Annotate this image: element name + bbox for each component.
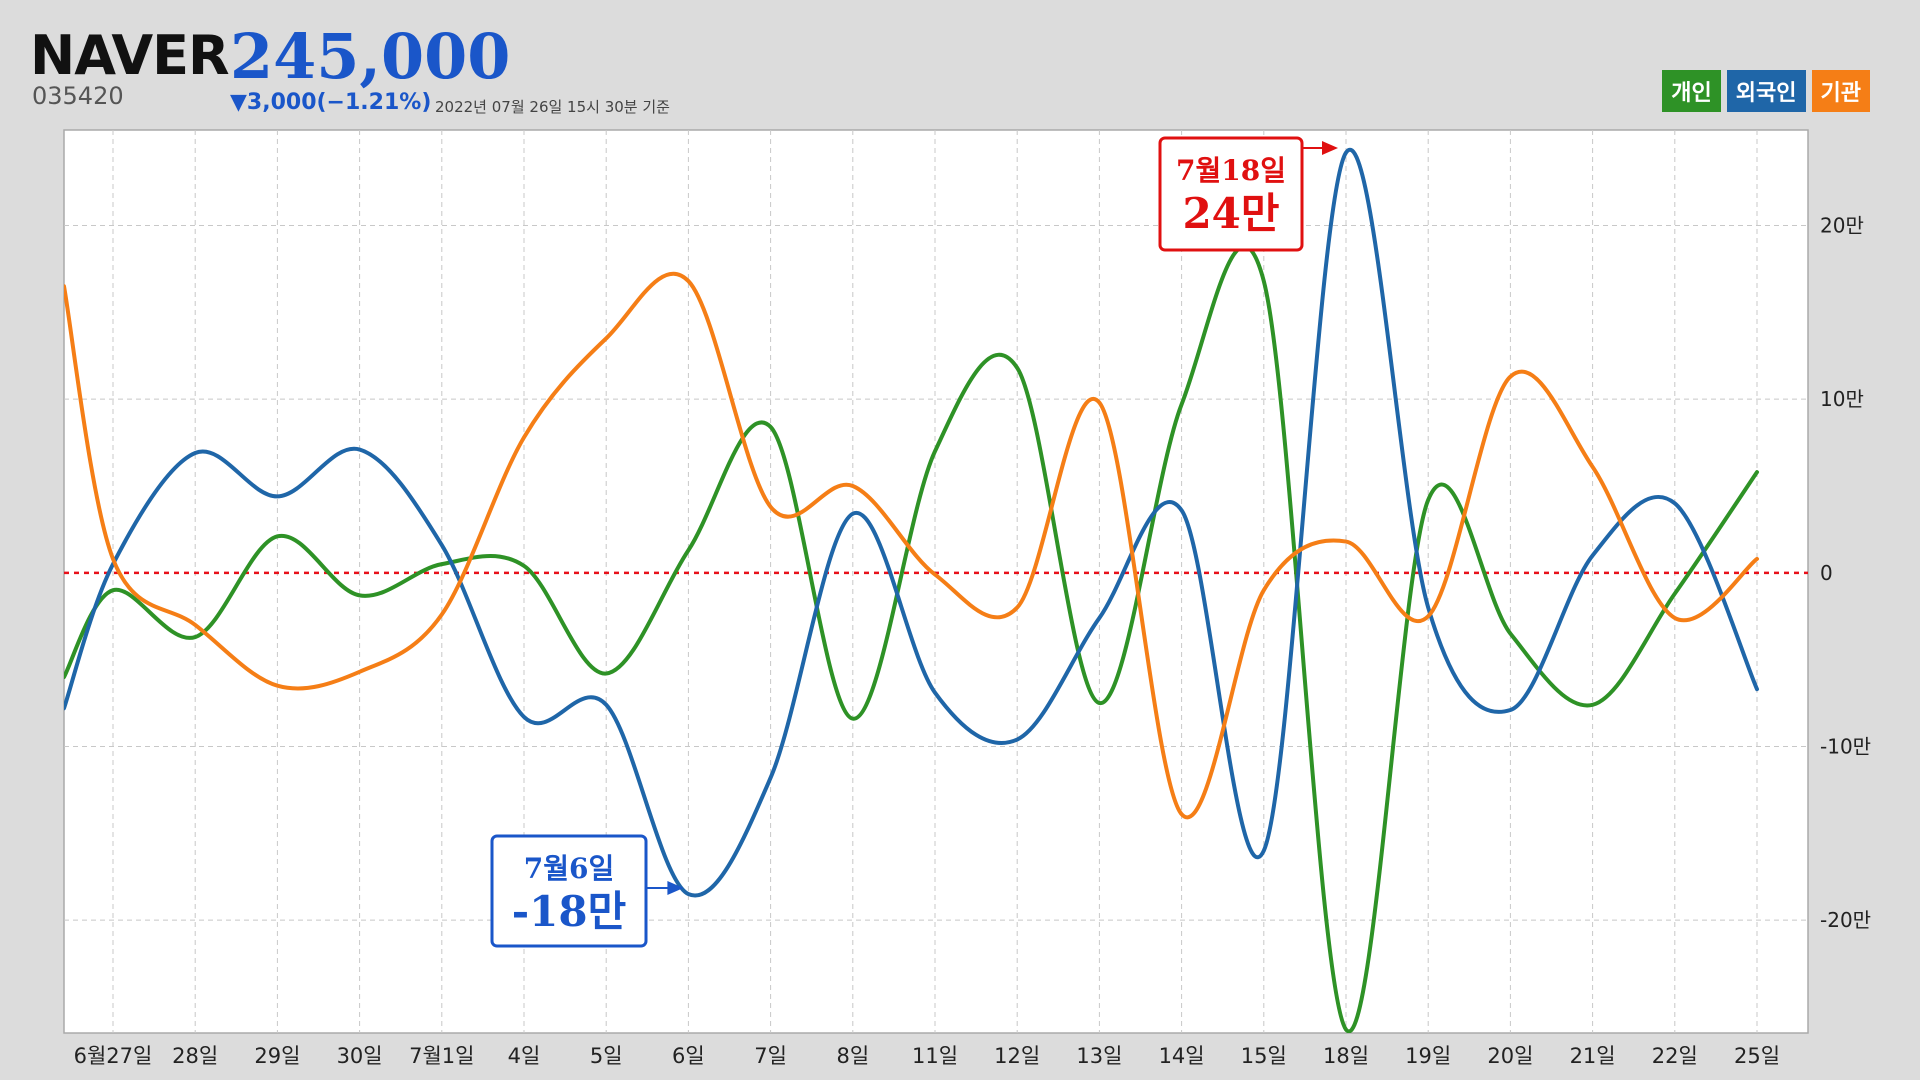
stock-name: NAVER — [30, 24, 230, 87]
x-tick-label: 18일 — [1323, 1044, 1369, 1068]
x-tick-label: 12일 — [994, 1044, 1040, 1068]
x-tick-label: 6월27일 — [74, 1044, 153, 1068]
callout-date-0: 7월18일 — [1176, 154, 1286, 187]
x-tick-label: 21일 — [1570, 1044, 1616, 1068]
y-tick-label: 0 — [1820, 561, 1833, 585]
y-tick-label: 10만 — [1820, 387, 1864, 411]
x-tick-label: 6일 — [672, 1044, 705, 1068]
stock-header: NAVER 245,000 035420 ▼3,000(−1.21%) 2022… — [30, 20, 1890, 122]
callout-arrow-head-1 — [667, 881, 684, 895]
series-line-institution — [64, 271, 1759, 820]
callout-box-0 — [1158, 136, 1304, 252]
callout-value-1: -18만 — [512, 887, 627, 936]
stock-price: 245,000 — [230, 20, 511, 93]
x-tick-label: 28일 — [172, 1044, 218, 1068]
y-tick-label: 20만 — [1820, 214, 1864, 238]
callout-value-0: 24만 — [1182, 189, 1279, 238]
series-line-individual — [64, 244, 1759, 1033]
x-tick-label: 13일 — [1076, 1044, 1122, 1068]
x-tick-label: 22일 — [1652, 1044, 1698, 1068]
price-change: ▼3,000(−1.21%) — [230, 90, 432, 115]
x-tick-label: 5일 — [590, 1044, 623, 1068]
x-tick-label: 7월1일 — [409, 1044, 474, 1068]
plot-area — [63, 129, 1809, 1034]
x-tick-label: 7일 — [754, 1044, 787, 1068]
as-of-timestamp: 2022년 07월 26일 15시 30분 기준 — [435, 98, 670, 116]
x-tick-label: 29일 — [254, 1044, 300, 1068]
legend-item-individual: 개인 — [1662, 70, 1721, 112]
legend: 개인 외국인 기관 — [1662, 70, 1870, 112]
x-tick-label: 4일 — [508, 1044, 541, 1068]
stock-code: 035420 — [32, 82, 124, 110]
x-tick-label: 11일 — [912, 1044, 958, 1068]
y-tick-label: -10만 — [1820, 734, 1871, 758]
legend-item-foreign: 외국인 — [1726, 70, 1806, 112]
x-tick-label: 19일 — [1405, 1044, 1451, 1068]
callout-arrow-head-0 — [1322, 141, 1338, 155]
callout-box-1 — [490, 834, 648, 948]
x-tick-label: 14일 — [1159, 1044, 1205, 1068]
legend-item-institution: 기관 — [1811, 70, 1870, 112]
y-tick-label: -20만 — [1820, 908, 1871, 932]
series-line-foreign — [64, 147, 1759, 898]
x-tick-label: 30일 — [337, 1044, 383, 1068]
x-tick-label: 20일 — [1487, 1044, 1533, 1068]
x-tick-label: 15일 — [1241, 1044, 1287, 1068]
callout-date-1: 7월6일 — [524, 852, 615, 885]
x-tick-label: 25일 — [1734, 1044, 1780, 1068]
x-tick-label: 8일 — [836, 1044, 869, 1068]
